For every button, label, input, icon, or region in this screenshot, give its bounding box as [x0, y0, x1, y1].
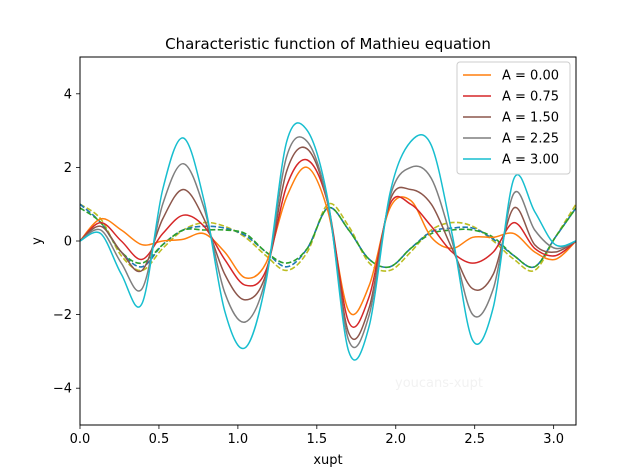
y-tick-label: −4	[53, 382, 72, 397]
x-tick-label: 2.5	[464, 432, 485, 447]
y-tick-label: 4	[64, 87, 72, 102]
legend-label-0: A = 0.00	[502, 69, 559, 84]
x-tick-label: 1.5	[306, 432, 327, 447]
series-line-0	[80, 166, 576, 316]
y-tick-label: 0	[64, 235, 72, 250]
series-line-5	[80, 202, 576, 272]
x-axis: 0.0 0.5 1.0 1.5 2.0 2.5 3.0	[70, 425, 564, 447]
y-tick-label: −2	[53, 308, 72, 323]
legend-label-2: A = 1.50	[502, 111, 559, 126]
x-tick-label: 0.0	[70, 432, 91, 447]
legend: A = 0.00 A = 0.75 A = 1.50 A = 2.25 A = 3.00	[456, 61, 571, 175]
x-tick-label: 2.0	[385, 432, 406, 447]
legend-box	[456, 61, 571, 175]
x-axis-label: xupt	[313, 453, 342, 468]
series-layer	[80, 122, 576, 361]
legend-label-4: A = 3.00	[502, 153, 559, 168]
series-line-4	[80, 122, 576, 361]
x-tick-label: 3.0	[543, 432, 564, 447]
x-tick-label: 0.5	[149, 432, 170, 447]
legend-label-1: A = 0.75	[502, 90, 559, 105]
legend-label-3: A = 2.25	[502, 132, 559, 147]
chart-title: Characteristic function of Mathieu equat…	[165, 35, 491, 53]
y-tick-label: 2	[64, 161, 72, 176]
x-tick-label: 1.0	[228, 432, 249, 447]
watermark: youcans-xupt	[395, 376, 483, 391]
y-axis: −4 −2 0 2 4	[53, 87, 80, 397]
y-axis-label: y	[30, 237, 45, 245]
